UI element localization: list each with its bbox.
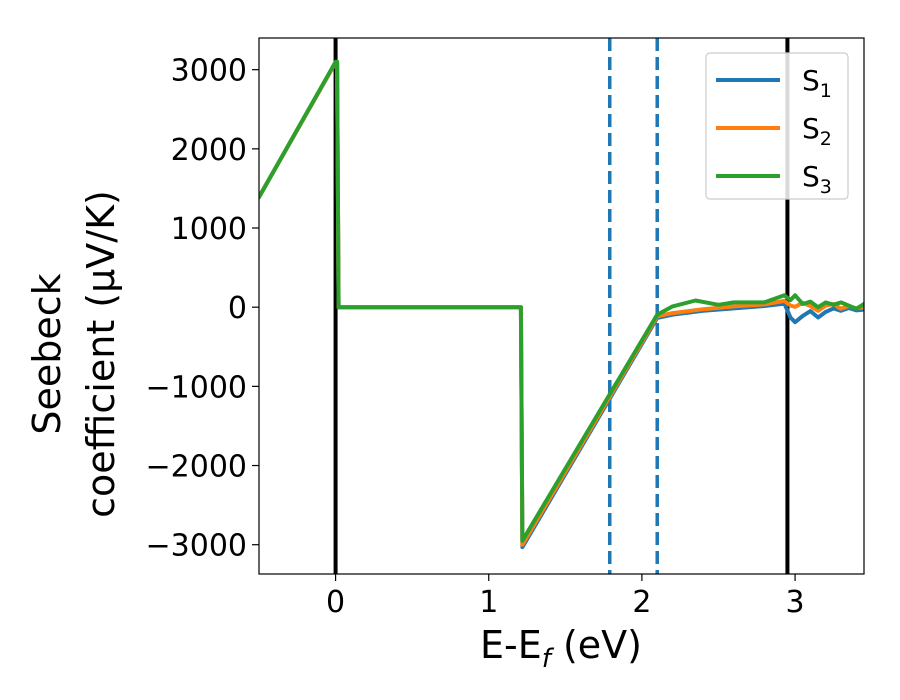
y-ticks: −3000 −2000 −1000 0 1000 2000 3000: [146, 54, 259, 564]
y-axis-label-line2: coefficient (μV/K): [79, 190, 123, 518]
y-tick-label: 3000: [171, 54, 247, 89]
x-tick-label: 2: [632, 585, 651, 620]
plot-frame: [258, 37, 865, 575]
x-axis-label: E-Ef (eV): [480, 623, 642, 674]
y-tick-label: 1000: [171, 212, 247, 247]
legend: S1 S2 S3: [705, 52, 849, 200]
legend-label-3: S3: [802, 160, 832, 198]
y-tick-label: −3000: [146, 529, 247, 564]
legend-label-2: S2: [802, 112, 832, 150]
y-axis-label-line1: Seebeck: [25, 273, 69, 434]
y-tick-label: −2000: [146, 450, 247, 485]
x-tick-label: 1: [479, 585, 498, 620]
y-tick-label: 2000: [171, 133, 247, 168]
x-axis-label-unit: (eV): [551, 623, 642, 667]
x-axis-label-main: E-E: [480, 623, 542, 667]
x-tick-label: 3: [786, 585, 805, 620]
series-group: [259, 59, 864, 550]
y-tick-label: −1000: [146, 370, 247, 405]
y-tick-label: 0: [228, 291, 247, 326]
series-line-3: [259, 59, 864, 543]
legend-label-1: S1: [802, 64, 832, 102]
x-ticks: 0 1 2 3: [326, 574, 805, 620]
x-tick-label: 0: [326, 585, 345, 620]
